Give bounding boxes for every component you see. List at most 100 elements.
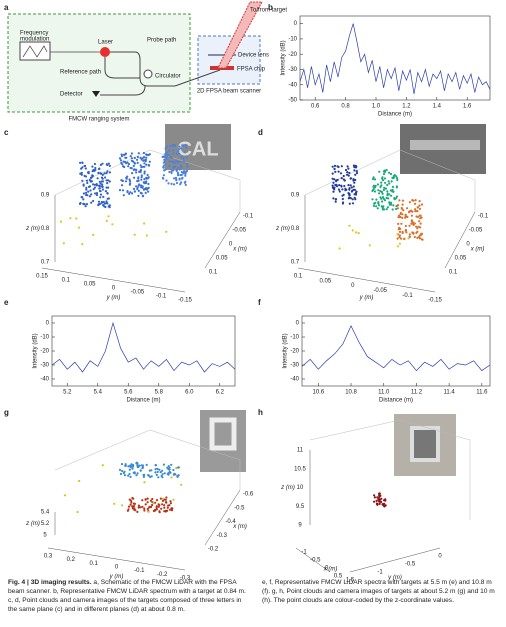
x-tick-label: 5.8 xyxy=(155,390,164,396)
cloud-dot xyxy=(179,164,182,167)
tick-label: 0.1 xyxy=(89,561,98,567)
cloud-dot xyxy=(136,155,139,159)
cloud-dot xyxy=(84,175,88,178)
cloud-dot xyxy=(85,186,88,189)
cloud-dot xyxy=(122,194,125,197)
x-axis-label: Distance (m) xyxy=(378,112,412,118)
cloud-dot xyxy=(383,186,386,189)
plot-frame xyxy=(299,15,491,101)
cloud-dot xyxy=(137,194,140,197)
cloud-dot xyxy=(351,229,354,232)
x-tick-label: 1.6 xyxy=(463,104,472,110)
cloud-dot xyxy=(127,505,131,508)
cloud-dot xyxy=(340,184,343,187)
cloud-dot xyxy=(93,186,96,189)
axis-line xyxy=(41,267,186,293)
spectrum-line xyxy=(51,321,236,373)
y-axis-label: Intensity (dB) xyxy=(283,333,289,368)
cloud-dot xyxy=(391,188,394,191)
panel-label: e xyxy=(4,298,9,307)
cloud-dot xyxy=(399,215,402,219)
fiber xyxy=(110,51,175,87)
y-tick-label: 0 xyxy=(294,21,298,27)
fiber xyxy=(104,57,140,79)
cloud-dot xyxy=(334,198,338,201)
cloud-dot xyxy=(140,178,143,181)
y-tick-label: -40 xyxy=(290,377,299,383)
plot-frame xyxy=(301,315,491,387)
cloud-dot xyxy=(146,173,149,177)
cloud-dot xyxy=(334,183,337,187)
cloud-dot xyxy=(146,501,149,504)
cloud-dot xyxy=(354,198,357,201)
cloud-dot xyxy=(154,471,157,474)
cloud-dot xyxy=(179,183,182,186)
y-tick-label: -40 xyxy=(40,377,49,383)
cloud-dot xyxy=(167,153,170,156)
cloud-dot xyxy=(145,177,148,180)
axis-label: x (m) xyxy=(232,524,247,530)
axis-box xyxy=(54,429,241,490)
cloud-dot xyxy=(145,180,148,183)
cloud-dot xyxy=(147,474,150,477)
cloud-dot xyxy=(136,510,139,513)
tick-label: -0.15 xyxy=(178,298,192,304)
cloud-dot xyxy=(165,230,168,233)
cloud-dot xyxy=(140,176,143,179)
x-tick-label: 1.0 xyxy=(372,104,381,110)
cloud-dot xyxy=(156,467,159,470)
cloud-dot xyxy=(125,156,128,159)
label: FMCW ranging system xyxy=(68,117,129,123)
cloud-dot xyxy=(381,196,385,199)
tick-label: 0 xyxy=(438,554,442,560)
cloud-dot xyxy=(395,197,398,200)
cloud-dot xyxy=(373,500,376,503)
cloud-dot xyxy=(133,472,136,475)
cloud-dot xyxy=(170,171,173,175)
cloud-dot xyxy=(154,468,157,471)
cloud-dot xyxy=(416,236,419,239)
cloud-dot xyxy=(146,507,149,511)
x-tick-label: 11.2 xyxy=(411,390,423,396)
cloud-dot xyxy=(167,465,170,468)
cloud-dot xyxy=(348,224,351,227)
cloud-dot xyxy=(126,161,129,164)
cloud-dot xyxy=(82,192,85,195)
cloud-dot xyxy=(386,206,389,209)
cloud-dot xyxy=(99,163,102,166)
cloud-dot xyxy=(162,166,165,169)
cloud-dot xyxy=(338,184,341,187)
cloud-dot xyxy=(143,182,146,185)
cloud-dot xyxy=(180,173,183,176)
cloud-dot xyxy=(383,177,386,180)
cloud-dot xyxy=(128,468,131,471)
cloud-dot xyxy=(163,472,166,475)
cloud-dot xyxy=(350,190,353,193)
cloud-dot xyxy=(185,156,188,159)
cloud-dot xyxy=(133,176,136,179)
cloud-dot xyxy=(103,172,106,175)
cloud-dot xyxy=(351,198,354,201)
cloud-dot xyxy=(129,503,132,506)
cloud-dot xyxy=(169,508,172,511)
cloud-dot xyxy=(158,468,161,471)
cloud-dot xyxy=(63,494,67,497)
cloud-dot xyxy=(135,474,138,477)
cloud-dot xyxy=(182,172,185,175)
cloud-dot xyxy=(331,172,334,175)
cloud-dot xyxy=(414,202,417,205)
tick-label: 0.05 xyxy=(455,256,467,262)
cloud-dot xyxy=(143,165,146,168)
cloud-dot xyxy=(105,186,108,189)
cloud-dot xyxy=(173,161,176,164)
cloud-dot xyxy=(377,497,380,500)
cloud-dot xyxy=(408,224,411,227)
cloud-dot xyxy=(352,188,355,191)
tick-label: 0.7 xyxy=(291,260,300,266)
cloud-dot xyxy=(84,164,87,168)
cloud-dot xyxy=(121,179,124,183)
cloud-dot xyxy=(336,185,339,188)
tick-label: 1.5 xyxy=(346,578,355,584)
cloud-dot xyxy=(149,475,152,478)
tick-label: 0.1 xyxy=(449,270,458,276)
